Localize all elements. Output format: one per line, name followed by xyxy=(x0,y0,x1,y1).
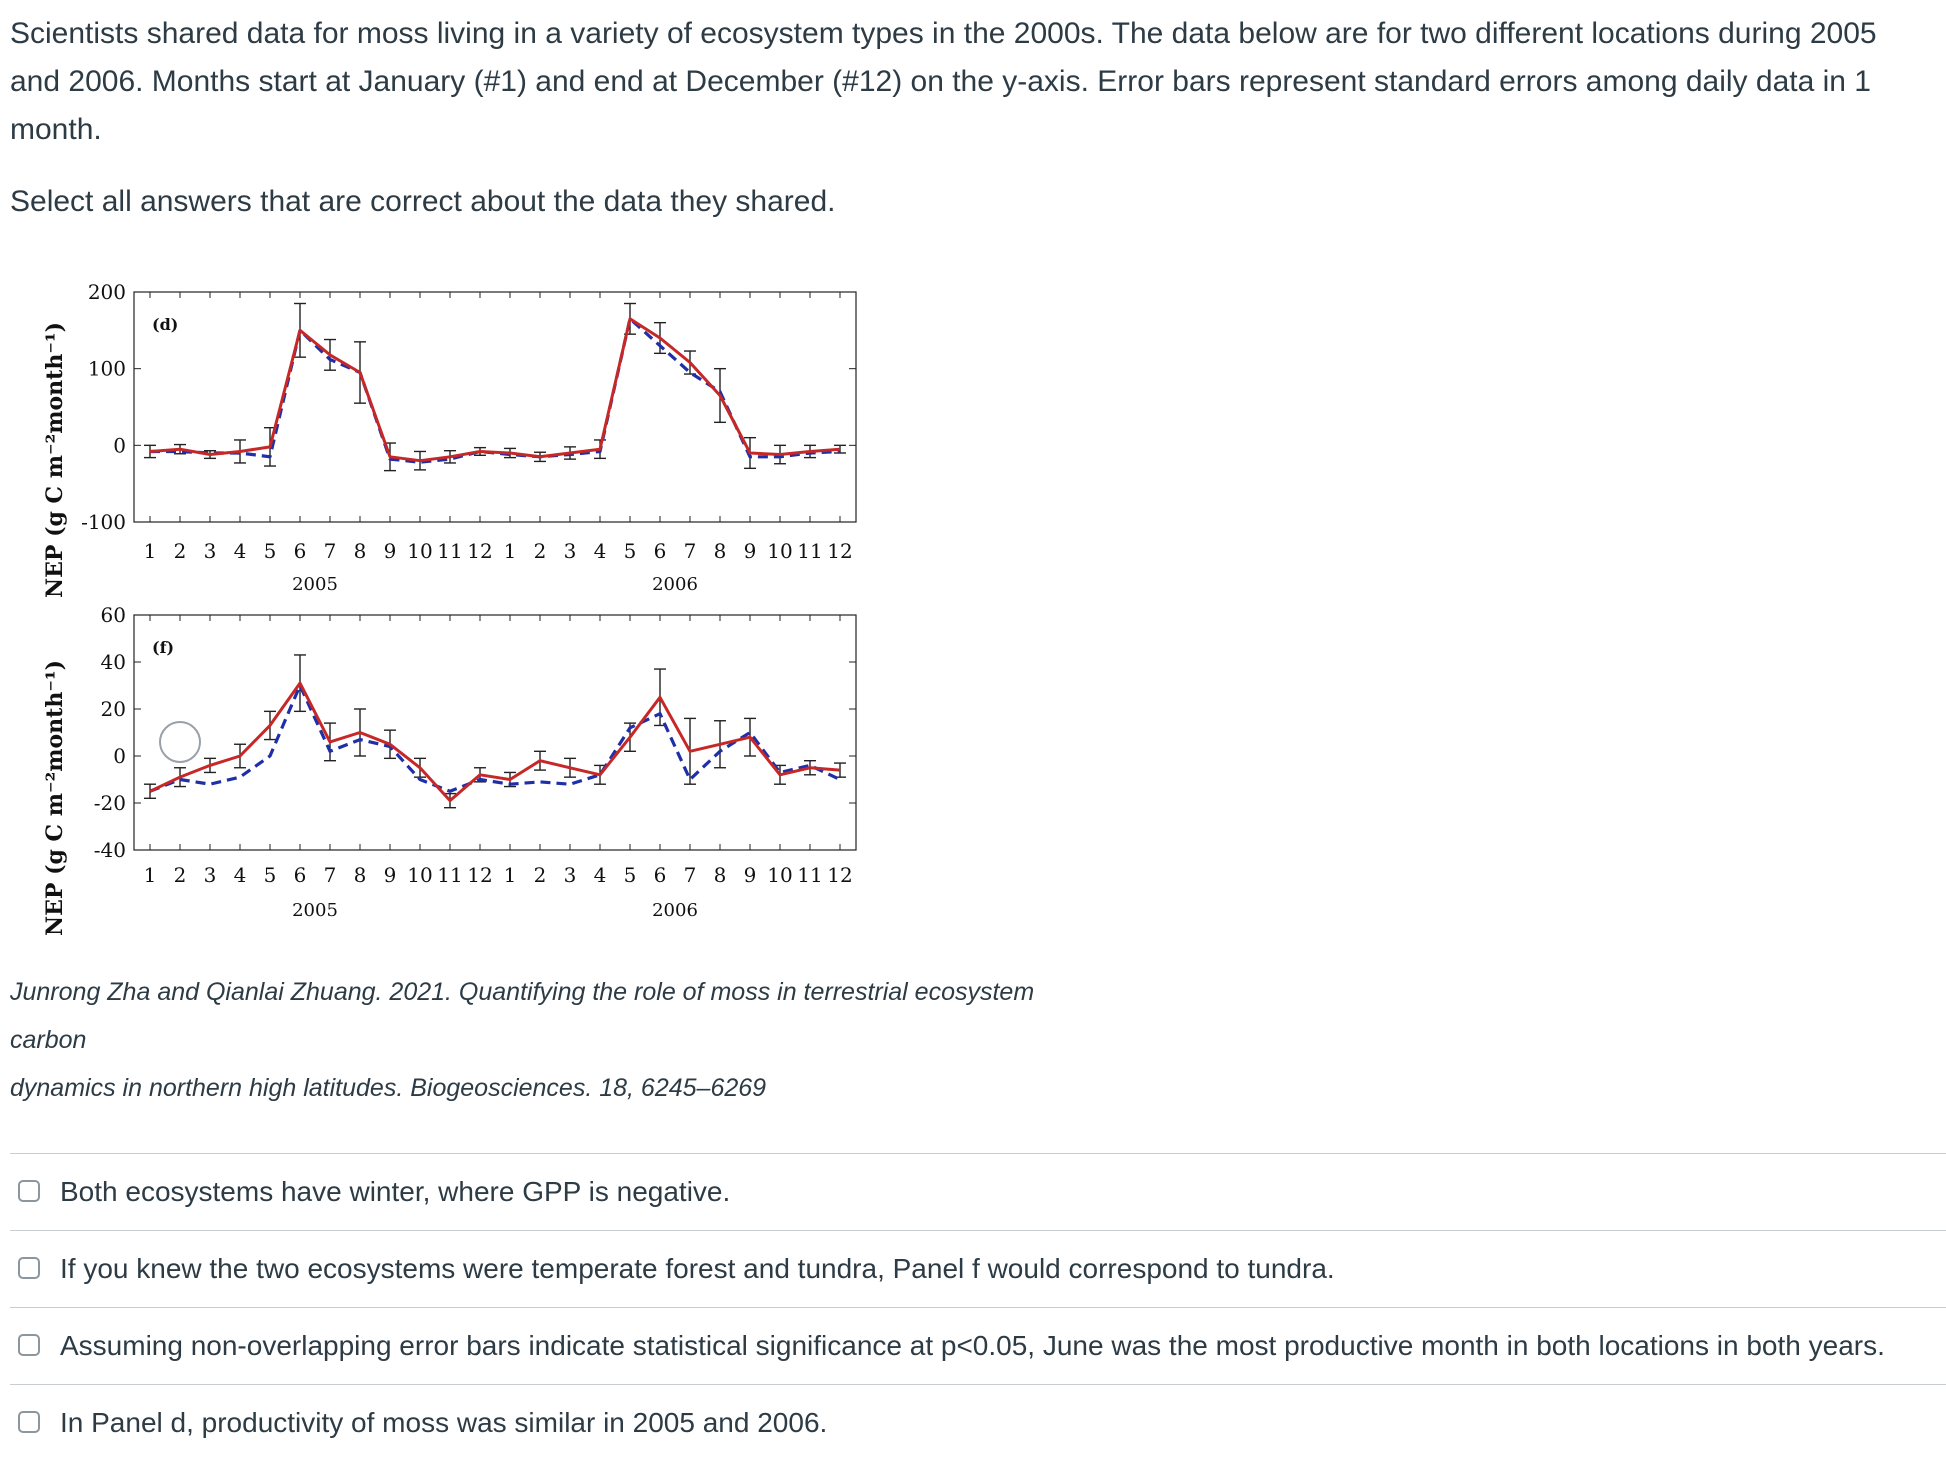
answer-checkbox[interactable] xyxy=(18,1411,40,1433)
x-tick-label: 10 xyxy=(407,863,432,887)
answer-checkbox[interactable] xyxy=(18,1180,40,1202)
citation-line: Junrong Zha and Qianlai Zhuang. 2021. Qu… xyxy=(10,978,1035,1054)
y-tick-label: 100 xyxy=(88,357,126,381)
nep-figure: NEP (g C m⁻²month⁻¹) NEP (g C m⁻²month⁻¹… xyxy=(0,240,880,940)
plot-frame xyxy=(133,291,857,523)
series-line-blue xyxy=(150,317,841,464)
answer-option[interactable]: Both ecosystems have winter, where GPP i… xyxy=(10,1153,1946,1230)
x-tick-label: 2 xyxy=(534,863,547,887)
x-tick-label: 12 xyxy=(827,863,852,887)
x-tick-label: 6 xyxy=(654,539,667,563)
x-tick-label: 1 xyxy=(144,863,157,887)
answer-label[interactable]: In Panel d, productivity of moss was sim… xyxy=(60,1407,828,1438)
x-tick-label: 12 xyxy=(827,539,852,563)
year-label: 2005 xyxy=(292,574,338,595)
x-tick-label: 7 xyxy=(684,863,697,887)
x-tick-label: 10 xyxy=(407,539,432,563)
x-tick-label: 4 xyxy=(234,863,247,887)
nep-charts: NEP (g C m⁻²month⁻¹) NEP (g C m⁻²month⁻¹… xyxy=(42,280,857,936)
y-tick-label: 0 xyxy=(113,433,126,457)
answer-option[interactable]: Assuming non-overlapping error bars indi… xyxy=(10,1307,1946,1384)
x-tick-label: 5 xyxy=(264,863,277,887)
answer-label[interactable]: If you knew the two ecosystems were temp… xyxy=(60,1253,1335,1284)
x-tick-label: 10 xyxy=(767,863,792,887)
x-tick-label: 11 xyxy=(437,539,462,563)
x-tick-label: 5 xyxy=(624,539,637,563)
x-tick-label: 7 xyxy=(324,539,337,563)
x-tick-label: 10 xyxy=(767,539,792,563)
x-tick-label: 6 xyxy=(294,539,307,563)
question-instruction: Select all answers that are correct abou… xyxy=(10,185,836,218)
series-line-red xyxy=(149,317,841,463)
year-label: 2006 xyxy=(652,574,698,595)
x-tick-label: 5 xyxy=(624,863,637,887)
y-tick-label: 0 xyxy=(113,744,126,768)
y-tick-label: -20 xyxy=(94,791,126,815)
panel-label: (d) xyxy=(152,315,178,334)
x-tick-label: 8 xyxy=(354,539,367,563)
x-tick-label: 12 xyxy=(467,539,492,563)
x-tick-label: 12 xyxy=(467,863,492,887)
ylabel-top: NEP (g C m⁻²month⁻¹) xyxy=(42,322,68,598)
x-tick-label: 3 xyxy=(564,539,577,563)
series-line-blue xyxy=(149,683,841,793)
x-tick-label: 2 xyxy=(174,863,187,887)
x-tick-label: 8 xyxy=(714,539,727,563)
answer-list: Both ecosystems have winter, where GPP i… xyxy=(10,1153,1946,1461)
x-tick-label: 11 xyxy=(797,539,822,563)
x-tick-label: 3 xyxy=(564,863,577,887)
question-paragraph: Scientists shared data for moss living i… xyxy=(10,17,1877,146)
x-tick-label: 4 xyxy=(594,539,607,563)
citation: Junrong Zha and Qianlai Zhuang. 2021. Qu… xyxy=(10,968,1110,1112)
x-tick-label: 6 xyxy=(294,863,307,887)
answer-checkbox[interactable] xyxy=(18,1257,40,1279)
y-tick-label: 60 xyxy=(101,603,126,627)
x-tick-label: 2 xyxy=(174,539,187,563)
x-tick-label: 8 xyxy=(714,863,727,887)
y-tick-label: -40 xyxy=(94,838,126,862)
x-tick-label: 3 xyxy=(204,539,217,563)
x-tick-label: 11 xyxy=(437,863,462,887)
x-tick-label: 6 xyxy=(654,863,667,887)
x-tick-label: 4 xyxy=(234,539,247,563)
x-tick-label: 9 xyxy=(384,539,397,563)
year-label: 2005 xyxy=(292,900,338,921)
x-tick-label: 2 xyxy=(534,539,547,563)
x-tick-label: 3 xyxy=(204,863,217,887)
x-tick-label: 4 xyxy=(594,863,607,887)
x-tick-label: 1 xyxy=(504,863,517,887)
question-prompt: Scientists shared data for moss living i… xyxy=(10,10,1930,226)
x-tick-label: 7 xyxy=(684,539,697,563)
answer-option[interactable]: In Panel d, productivity of moss was sim… xyxy=(10,1384,1946,1461)
ylabel-bottom: NEP (g C m⁻²month⁻¹) xyxy=(42,660,68,936)
x-tick-label: 1 xyxy=(504,539,517,563)
answer-label[interactable]: Both ecosystems have winter, where GPP i… xyxy=(60,1176,731,1207)
citation-line: dynamics in northern high latitudes. Bio… xyxy=(10,1074,767,1102)
y-tick-label: -100 xyxy=(81,510,126,534)
panel-label: (f) xyxy=(152,638,174,657)
x-tick-label: 7 xyxy=(324,863,337,887)
series-line-red xyxy=(149,681,841,803)
x-tick-label: 9 xyxy=(384,863,397,887)
x-tick-label: 9 xyxy=(744,863,757,887)
highlight-circle xyxy=(159,721,201,763)
x-tick-label: 9 xyxy=(744,539,757,563)
answer-checkbox[interactable] xyxy=(18,1334,40,1356)
year-label: 2006 xyxy=(652,900,698,921)
plot-frame xyxy=(133,614,857,851)
answer-label[interactable]: Assuming non-overlapping error bars indi… xyxy=(60,1330,1885,1361)
x-tick-label: 1 xyxy=(144,539,157,563)
y-tick-label: 20 xyxy=(101,697,126,721)
x-tick-label: 11 xyxy=(797,863,822,887)
x-tick-label: 8 xyxy=(354,863,367,887)
y-tick-label: 200 xyxy=(88,280,126,304)
y-tick-label: 40 xyxy=(101,650,126,674)
answer-option[interactable]: If you knew the two ecosystems were temp… xyxy=(10,1230,1946,1307)
x-tick-label: 5 xyxy=(264,539,277,563)
